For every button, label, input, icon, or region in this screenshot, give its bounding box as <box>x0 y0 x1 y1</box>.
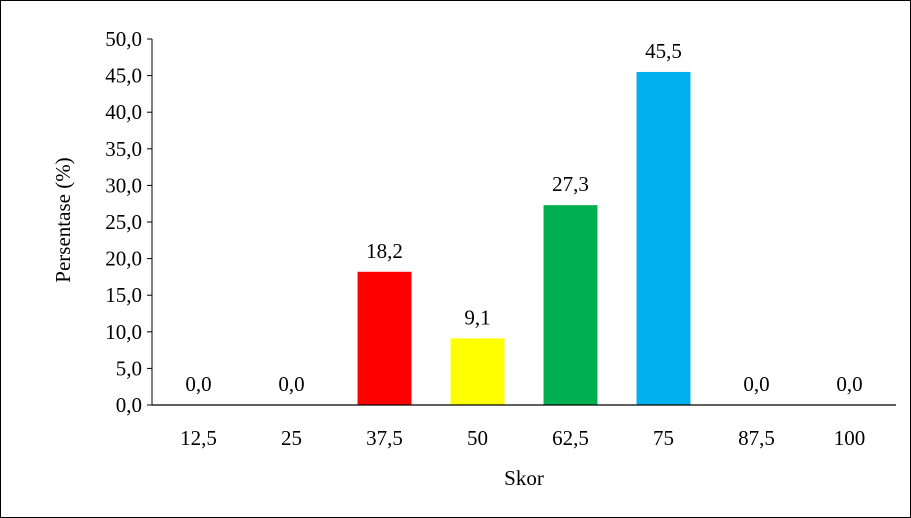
x-tick-label: 25 <box>281 426 302 450</box>
bar-75 <box>636 71 691 405</box>
data-label: 0,0 <box>743 372 769 396</box>
x-tick-label: 37,5 <box>366 426 403 450</box>
x-tick-label: 100 <box>834 426 866 450</box>
data-label: 18,2 <box>366 239 403 263</box>
y-tick-label: 50,0 <box>105 27 142 51</box>
bars <box>357 71 691 405</box>
data-label: 45,5 <box>645 39 682 63</box>
bar-37-5 <box>357 271 412 405</box>
y-tick-label: 25,0 <box>105 210 142 234</box>
bar-50 <box>450 338 505 405</box>
data-label: 9,1 <box>464 305 490 329</box>
data-label: 0,0 <box>836 372 862 396</box>
x-tick-label: 12,5 <box>180 426 217 450</box>
y-tick-label: 5,0 <box>116 356 142 380</box>
data-label: 27,3 <box>552 172 589 196</box>
x-tick-label: 87,5 <box>738 426 775 450</box>
y-tick-label: 45,0 <box>105 64 142 88</box>
y-axis-ticks: 0,0 5,0 10,0 15,0 20,0 25,0 30,0 35,0 40,0 45,0 50… <box>105 27 152 417</box>
y-tick-label: 15,0 <box>105 283 142 307</box>
y-tick-label: 40,0 <box>105 100 142 124</box>
y-tick-label: 0,0 <box>116 393 142 417</box>
y-tick-label: 35,0 <box>105 137 142 161</box>
data-labels: 0,0 0,0 18,2 9,1 27,3 45,5 0,0 0,0 <box>185 39 862 396</box>
x-axis-ticks: 12,5 25 37,5 50 62,5 75 87,5 100 <box>180 426 865 450</box>
data-label: 0,0 <box>278 372 304 396</box>
bar-62-5 <box>543 205 598 405</box>
x-tick-label: 50 <box>467 426 488 450</box>
y-tick-label: 30,0 <box>105 173 142 197</box>
y-tick-label: 20,0 <box>105 247 142 271</box>
y-tick-label: 10,0 <box>105 320 142 344</box>
data-label: 0,0 <box>185 372 211 396</box>
x-axis-title: Skor <box>504 466 544 490</box>
y-axis-title: Persentase (%) <box>51 157 75 282</box>
x-tick-label: 62,5 <box>552 426 589 450</box>
x-tick-label: 75 <box>653 426 674 450</box>
